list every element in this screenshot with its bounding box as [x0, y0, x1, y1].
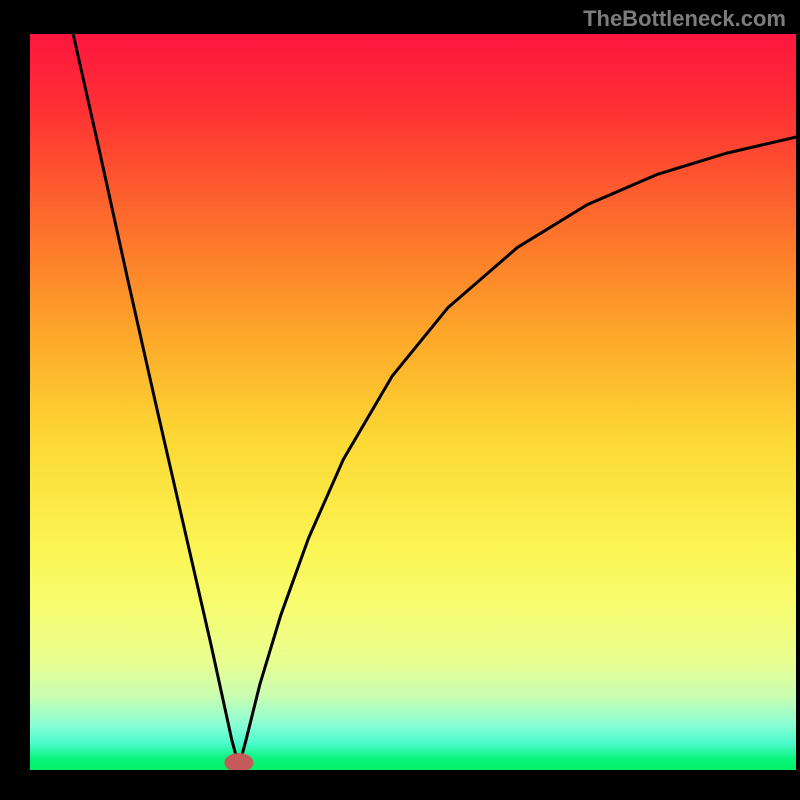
chart-frame: TheBottleneck.com [0, 0, 800, 800]
watermark-text: TheBottleneck.com [583, 6, 786, 32]
chart-svg [0, 0, 800, 800]
optimum-marker [225, 754, 253, 772]
plot-background [30, 34, 796, 770]
